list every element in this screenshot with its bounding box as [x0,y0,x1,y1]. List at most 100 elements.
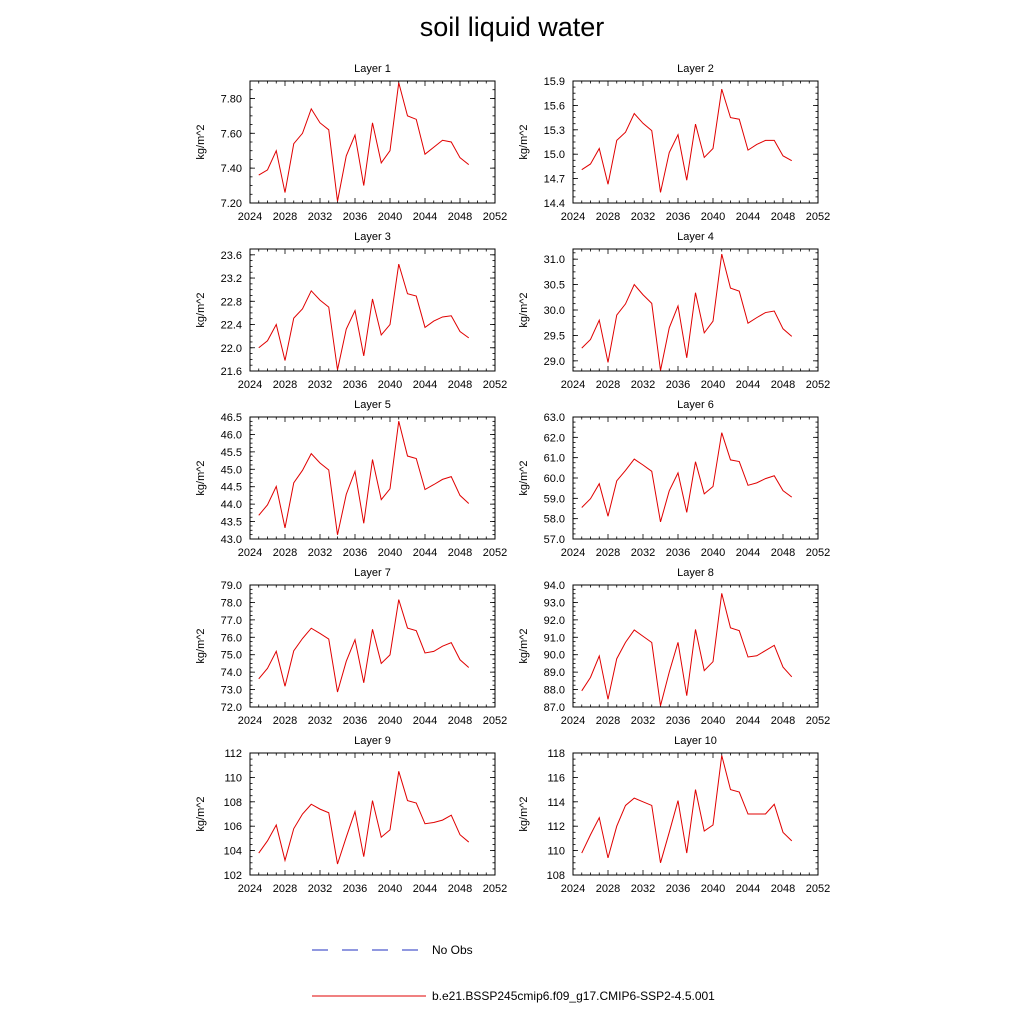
y-axis-label: kg/m^2 [195,796,207,831]
panel-layer-6: Layer 6 kg/m^2 2024 2028 2032 2036 2040 2044 204… [518,399,830,559]
x-tick-label: 2048 [448,883,472,895]
x-tick-label: 2024 [561,211,585,223]
x-tick-label: 2048 [771,211,795,223]
x-tick-label: 2040 [378,883,402,895]
plot-frame [249,752,496,876]
x-tick-label: 2024 [561,379,585,391]
y-tick-label: 74.0 [221,667,242,679]
x-tick-label: 2032 [308,379,332,391]
panel-title: Layer 3 [354,231,391,243]
series-line [258,421,470,535]
x-tick-label: 2032 [631,715,655,727]
y-axis-label: kg/m^2 [518,292,530,327]
y-tick-label: 29.5 [544,330,565,342]
y-tick-label: 57.0 [544,534,565,546]
y-tick-label: 108 [547,870,565,882]
y-tick-label: 30.0 [544,305,565,317]
x-tick-label: 2048 [771,379,795,391]
x-tick-label: 2036 [343,883,367,895]
x-tick-label: 2044 [413,883,437,895]
y-tick-label: 7.80 [221,93,242,105]
y-tick-label: 7.60 [221,128,242,140]
x-tick-label: 2036 [666,211,690,223]
x-tick-label: 2040 [378,211,402,223]
y-tick-label: 29.0 [544,356,565,368]
x-tick-label: 2052 [806,715,830,727]
x-tick-label: 2052 [483,211,507,223]
x-tick-label: 2028 [596,547,620,559]
y-tick-label: 22.4 [221,320,242,332]
plot-frame [572,416,819,540]
y-tick-label: 44.0 [221,499,242,511]
series-line [581,88,792,193]
y-tick-label: 15.3 [544,125,565,137]
x-tick-label: 2032 [631,547,655,559]
x-tick-label: 2028 [596,211,620,223]
y-axis-label: kg/m^2 [195,292,207,327]
x-tick-label: 2028 [596,883,620,895]
x-tick-label: 2040 [378,547,402,559]
y-tick-label: 88.0 [544,685,565,697]
x-tick-label: 2036 [666,883,690,895]
y-tick-label: 114 [547,797,565,809]
y-axis-label: kg/m^2 [518,460,530,495]
x-tick-label: 2040 [701,715,725,727]
series-line [581,432,793,523]
y-tick-label: 77.0 [221,615,242,627]
x-tick-label: 2028 [273,883,297,895]
panel-layer-3: Layer 3 kg/m^2 2024 2028 2032 2036 2040 2044 204… [195,231,507,391]
series-line [581,755,793,863]
x-tick-label: 2036 [343,211,367,223]
y-axis-label: kg/m^2 [518,628,530,663]
panel-layer-4: Layer 4 kg/m^2 2024 2028 2032 2036 2040 2044 204… [518,231,830,391]
y-tick-label: 102 [224,870,242,882]
x-tick-label: 2052 [483,379,507,391]
x-tick-label: 2024 [238,715,262,727]
panel-title: Layer 8 [677,567,714,579]
panel-layer-9: Layer 9 kg/m^2 2024 2028 2032 2036 2040 2044 204… [195,735,507,895]
x-tick-label: 2052 [806,211,830,223]
x-tick-label: 2048 [448,379,472,391]
y-tick-label: 7.40 [221,163,242,175]
plot-frame [572,752,819,876]
series-line [258,82,470,202]
panel-title: Layer 2 [677,63,714,75]
x-tick-label: 2040 [378,379,402,391]
panel-layer-1: Layer 1 kg/m^2 2024 2028 2032 2036 2040 2044 204… [195,63,507,223]
x-tick-label: 2032 [308,547,332,559]
y-tick-label: 23.6 [221,250,242,262]
y-tick-label: 89.0 [544,667,565,679]
y-tick-label: 75.0 [221,650,242,662]
panel-title: Layer 6 [677,399,714,411]
y-tick-label: 14.7 [544,174,565,186]
y-tick-label: 92.0 [544,615,565,627]
y-tick-label: 73.0 [221,685,242,697]
panel-layer-2: Layer 2 kg/m^2 2024 2028 2032 2036 2040 2044 204… [518,63,830,223]
x-tick-label: 2028 [596,715,620,727]
y-tick-label: 78.0 [221,597,242,609]
x-tick-label: 2044 [413,211,437,223]
y-tick-label: 91.0 [544,632,565,644]
y-tick-label: 93.0 [544,597,565,609]
x-tick-label: 2040 [701,379,725,391]
y-axis-label: kg/m^2 [195,460,207,495]
y-tick-label: 112 [547,821,565,833]
x-tick-label: 2040 [378,715,402,727]
panel-title: Layer 4 [677,231,714,243]
x-tick-label: 2044 [736,379,760,391]
x-tick-label: 2028 [273,715,297,727]
x-tick-label: 2044 [736,547,760,559]
y-tick-label: 116 [547,772,565,784]
x-tick-label: 2044 [736,883,760,895]
y-tick-label: 23.2 [221,273,242,285]
x-tick-label: 2036 [666,715,690,727]
x-tick-label: 2024 [561,715,585,727]
panel-layer-5: Layer 5 kg/m^2 2024 2028 2032 2036 2040 2044 204… [195,399,507,559]
y-tick-label: 15.0 [544,149,565,161]
y-tick-label: 14.4 [544,198,565,210]
x-tick-label: 2028 [273,379,297,391]
x-tick-label: 2024 [561,547,585,559]
y-tick-label: 108 [224,797,242,809]
y-tick-label: 79.0 [221,580,242,592]
